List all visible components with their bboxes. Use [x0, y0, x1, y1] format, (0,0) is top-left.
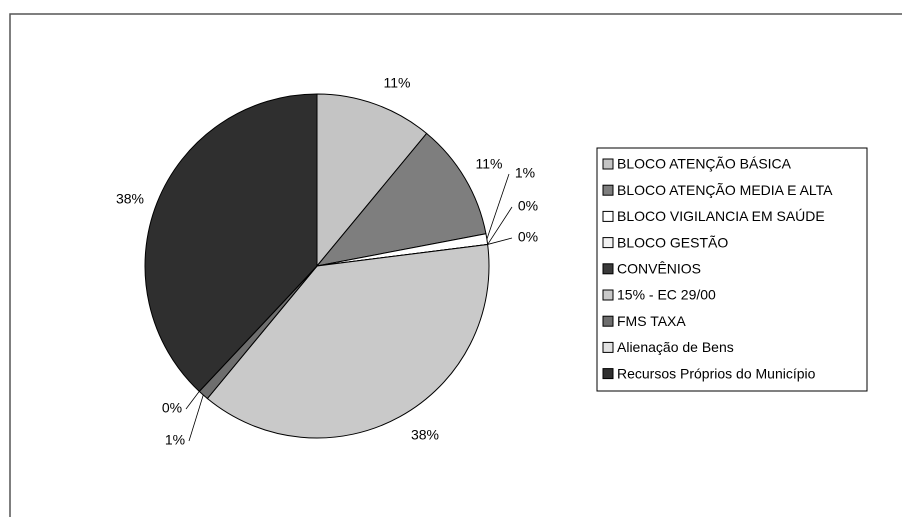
legend-label: Alienação de Bens [617, 339, 734, 355]
leader-line [486, 173, 510, 240]
data-label: 0% [518, 198, 538, 214]
data-label: 11% [384, 75, 411, 91]
legend-swatch [602, 368, 614, 380]
data-label: 1% [165, 432, 185, 448]
legend-label: FMS TAXA [617, 313, 686, 329]
legend-swatch [602, 210, 614, 222]
legend-swatch [602, 184, 614, 196]
legend-label: CONVÊNIOS [617, 261, 701, 277]
legend-label: Recursos Próprios do Município [617, 365, 816, 381]
leader-line [487, 206, 513, 245]
legend-swatch [602, 289, 614, 301]
leader-line [185, 391, 200, 410]
legend-label: BLOCO ATENÇÃO BÁSICA [617, 156, 792, 172]
data-label: 1% [515, 165, 535, 181]
data-label: 38% [411, 427, 439, 443]
data-label: 11% [476, 156, 503, 172]
legend-label: BLOCO ATENÇÃO MEDIA E ALTA [617, 182, 833, 198]
pie-slice [315, 132, 487, 267]
legend-swatch [602, 158, 614, 170]
legend-box [596, 147, 868, 392]
legend-label: BLOCO VIGILANCIA EM SAÚDE [617, 208, 825, 224]
frame [9, 13, 902, 517]
leader-line [188, 394, 204, 442]
leader-line [487, 237, 513, 245]
legend-swatch [602, 341, 614, 353]
legend-swatch [602, 263, 614, 275]
data-label: 0% [518, 229, 538, 245]
data-label: 38% [116, 191, 144, 207]
legend-swatch [602, 237, 614, 249]
legend-swatch [602, 315, 614, 327]
legend-label: 15% - EC 29/00 [617, 287, 716, 303]
data-label: 0% [162, 400, 182, 416]
pie-slice [144, 93, 318, 393]
pie-slice [206, 243, 490, 439]
legend-label: BLOCO GESTÃO [617, 234, 728, 250]
pie-slice [316, 93, 428, 268]
